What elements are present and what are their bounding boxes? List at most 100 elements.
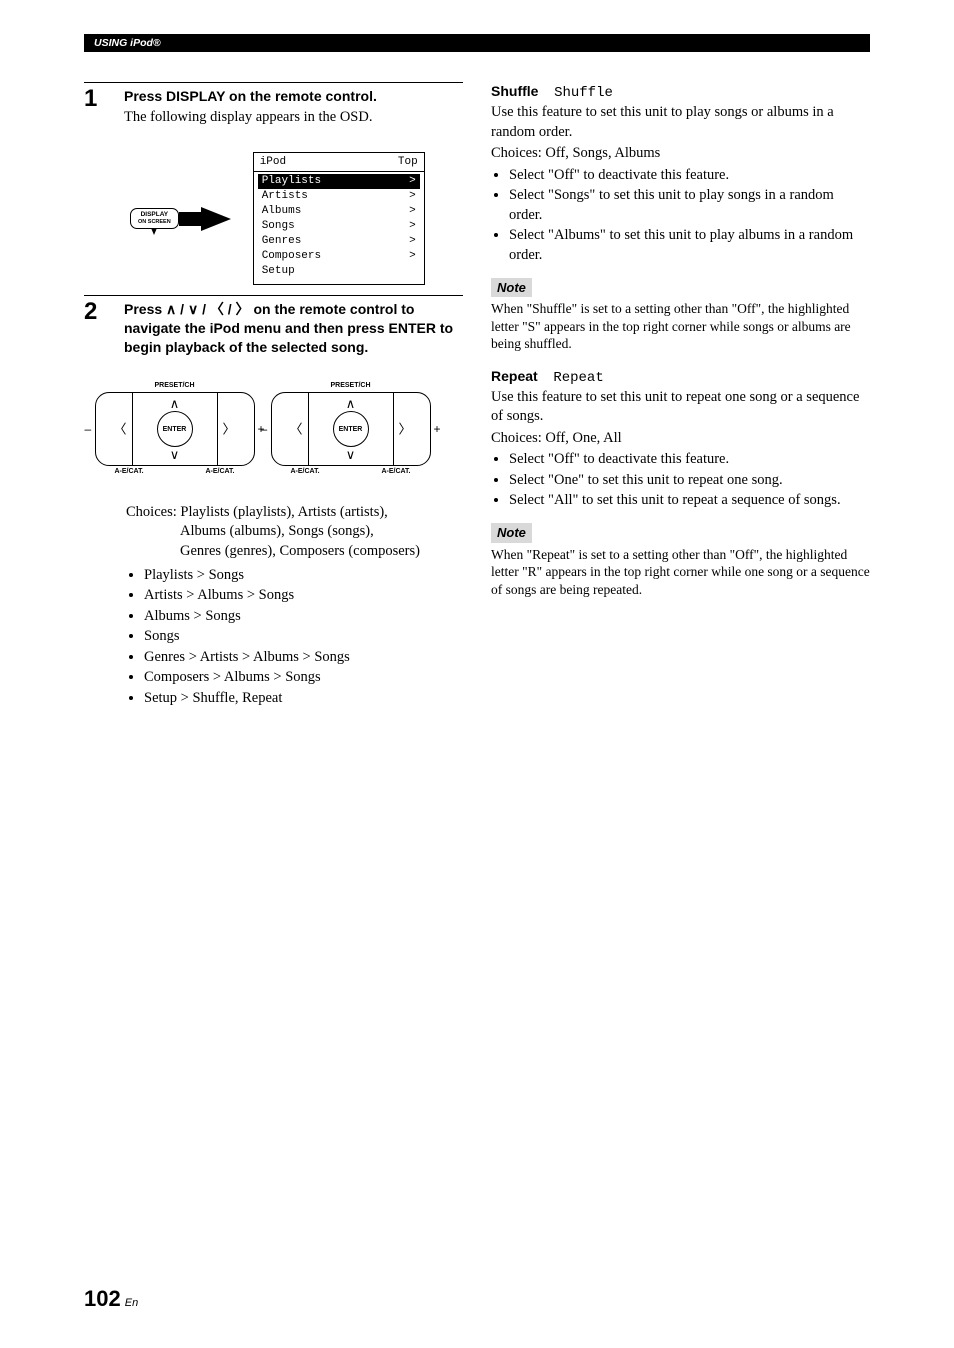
shuffle-note-label: Note [491, 278, 532, 298]
repeat-section: Repeat Repeat Use this feature to set th… [491, 367, 870, 598]
osd-row: Genres > [258, 234, 420, 249]
osd-head-right: Top [398, 155, 418, 170]
enter-button-icon: ENTER [157, 411, 193, 447]
browse-path-item: Playlists > Songs [144, 566, 463, 586]
left-column: 1 Press DISPLAY on the remote control. T… [84, 82, 463, 709]
osd-body: Playlists>Artists>Albums>Songs>Genres>Co… [254, 172, 424, 284]
choices-line-2: Genres (genres), Composers (composers) [126, 542, 463, 562]
step-1-text: The following display appears in the OSD… [124, 108, 463, 128]
repeat-options-list: Select "Off" to deactivate this feature.… [509, 450, 870, 511]
osd-head-left: iPod [260, 155, 286, 170]
browse-path-item: Setup > Shuffle, Repeat [144, 689, 463, 709]
browse-path-item: Albums > Songs [144, 607, 463, 627]
osd-row-arrow: > [409, 189, 416, 204]
osd-row: Playlists > [258, 174, 420, 189]
dial-left-top-label: PRESET/CH [95, 381, 255, 390]
shuffle-option-item: Select "Off" to deactivate this feature. [509, 166, 870, 186]
browse-path-item: Songs [144, 627, 463, 647]
arrow-right-icon [201, 207, 231, 231]
osd-row: Albums> [258, 204, 420, 219]
step-1-number: 1 [84, 87, 108, 127]
page-language: En [125, 1297, 138, 1309]
step-2-title-symbols: ∧ / ∨ / 〈 / 〉 [166, 301, 250, 317]
chevron-left-icon: 〈 [114, 423, 127, 436]
step-1-illustration: DISPLAY ON SCREEN iPod Top Playlists>Art… [130, 152, 463, 286]
shuffle-note-text: When "Shuffle" is set to a setting other… [491, 300, 870, 353]
dial-foot-r: A-E/CAT. [205, 467, 234, 476]
dial-left-minus: – [85, 421, 92, 437]
osd-row-arrow: > [409, 219, 416, 234]
chevron-right-icon: 〉 [222, 423, 235, 436]
osd-row-label: Composers [262, 249, 321, 264]
dial-left-pad: ∧ ∨ 〈 〉 ENTER [95, 392, 255, 466]
dial-left: PRESET/CH – + ∧ ∨ 〈 〉 ENTER A-E/CAT. A-E… [95, 381, 255, 477]
dial-right-top-label: PRESET/CH [271, 381, 431, 390]
dial-divider-icon [308, 393, 309, 465]
step-1-title: Press DISPLAY on the remote control. [124, 87, 463, 106]
chevron-up-icon: ∧ [170, 397, 180, 410]
repeat-choices: Choices: Off, One, All [491, 429, 870, 449]
dial-foot-l: A-E/CAT. [291, 467, 320, 476]
dial-foot-r: A-E/CAT. [381, 467, 410, 476]
repeat-option-item: Select "All" to set this unit to repeat … [509, 491, 870, 511]
repeat-heading: Repeat [491, 368, 538, 384]
dial-left-foot: A-E/CAT. A-E/CAT. [95, 466, 255, 476]
chevron-down-icon: ∨ [170, 448, 180, 461]
choices-block: Choices: Playlists (playlists), Artists … [126, 503, 463, 562]
step-2-title-pre: Press [124, 301, 166, 317]
shuffle-option-item: Select "Songs" to set this unit to play … [509, 186, 870, 225]
choices-line-1: Albums (albums), Songs (songs), [126, 522, 463, 542]
repeat-desc: Use this feature to set this unit to rep… [491, 388, 870, 427]
display-button-label-bottom: ON SCREEN [138, 220, 171, 226]
page-number: 102 En [84, 1284, 138, 1314]
dial-divider-icon [393, 393, 394, 465]
browse-paths-list: Playlists > SongsArtists > Albums > Song… [144, 566, 463, 709]
osd-row-label: Genres [262, 234, 302, 249]
osd-screen: iPod Top Playlists>Artists>Albums>Songs>… [253, 152, 425, 286]
dial-foot-l: A-E/CAT. [115, 467, 144, 476]
repeat-note-label: Note [491, 523, 532, 543]
repeat-note-text: When "Repeat" is set to a setting other … [491, 546, 870, 599]
browse-path-item: Genres > Artists > Albums > Songs [144, 648, 463, 668]
osd-row: Artists> [258, 189, 420, 204]
osd-row-arrow: > [409, 174, 416, 189]
page-number-value: 102 [84, 1286, 121, 1311]
chevron-left-icon: 〈 [290, 423, 303, 436]
step-2-illustration: PRESET/CH – + ∧ ∨ 〈 〉 ENTER A-E/CAT. A-E… [62, 381, 463, 477]
step-1-body: Press DISPLAY on the remote control. The… [124, 87, 463, 127]
choices-label: Choices: [126, 504, 177, 520]
step-2: 2 Press ∧ / ∨ / 〈 / 〉 on the remote cont… [84, 295, 463, 359]
enter-button-icon: ENTER [333, 411, 369, 447]
repeat-osd-label: Repeat [553, 370, 603, 386]
repeat-option-item: Select "One" to set this unit to repeat … [509, 471, 870, 491]
chevron-right-icon: 〉 [398, 423, 411, 436]
osd-row-arrow: > [409, 234, 416, 249]
button-pointer-icon [151, 228, 157, 235]
dial-right-foot: A-E/CAT. A-E/CAT. [271, 466, 431, 476]
osd-row-label: Songs [262, 219, 295, 234]
right-column: Shuffle Shuffle Use this feature to set … [491, 82, 870, 709]
osd-row: Composers > [258, 249, 420, 264]
osd-row-arrow: > [409, 204, 416, 219]
dial-right-pad: ∧ ∨ 〈 〉 ENTER [271, 392, 431, 466]
choices-line-0: Playlists (playlists), Artists (artists)… [180, 504, 387, 520]
osd-row-arrow: > [409, 249, 416, 264]
dial-divider-icon [132, 393, 133, 465]
step-1: 1 Press DISPLAY on the remote control. T… [84, 82, 463, 127]
step-2-title: Press ∧ / ∨ / 〈 / 〉 on the remote contro… [124, 300, 463, 357]
dial-right: PRESET/CH – + ∧ ∨ 〈 〉 ENTER A-E/CAT. A-E… [271, 381, 431, 477]
dial-right-minus: – [261, 421, 268, 437]
shuffle-choices: Choices: Off, Songs, Albums [491, 144, 870, 164]
osd-header: iPod Top [254, 153, 424, 173]
display-button-icon: DISPLAY ON SCREEN [130, 208, 179, 229]
osd-row-label: Playlists [262, 174, 321, 189]
osd-row-label: Setup [262, 264, 295, 279]
osd-row: Setup [258, 264, 420, 279]
osd-row: Songs > [258, 219, 420, 234]
browse-path-item: Composers > Albums > Songs [144, 668, 463, 688]
shuffle-heading: Shuffle [491, 83, 538, 99]
step-2-number: 2 [84, 300, 108, 359]
step-2-body: Press ∧ / ∨ / 〈 / 〉 on the remote contro… [124, 300, 463, 359]
shuffle-section: Shuffle Shuffle Use this feature to set … [491, 82, 870, 353]
shuffle-options-list: Select "Off" to deactivate this feature.… [509, 166, 870, 266]
